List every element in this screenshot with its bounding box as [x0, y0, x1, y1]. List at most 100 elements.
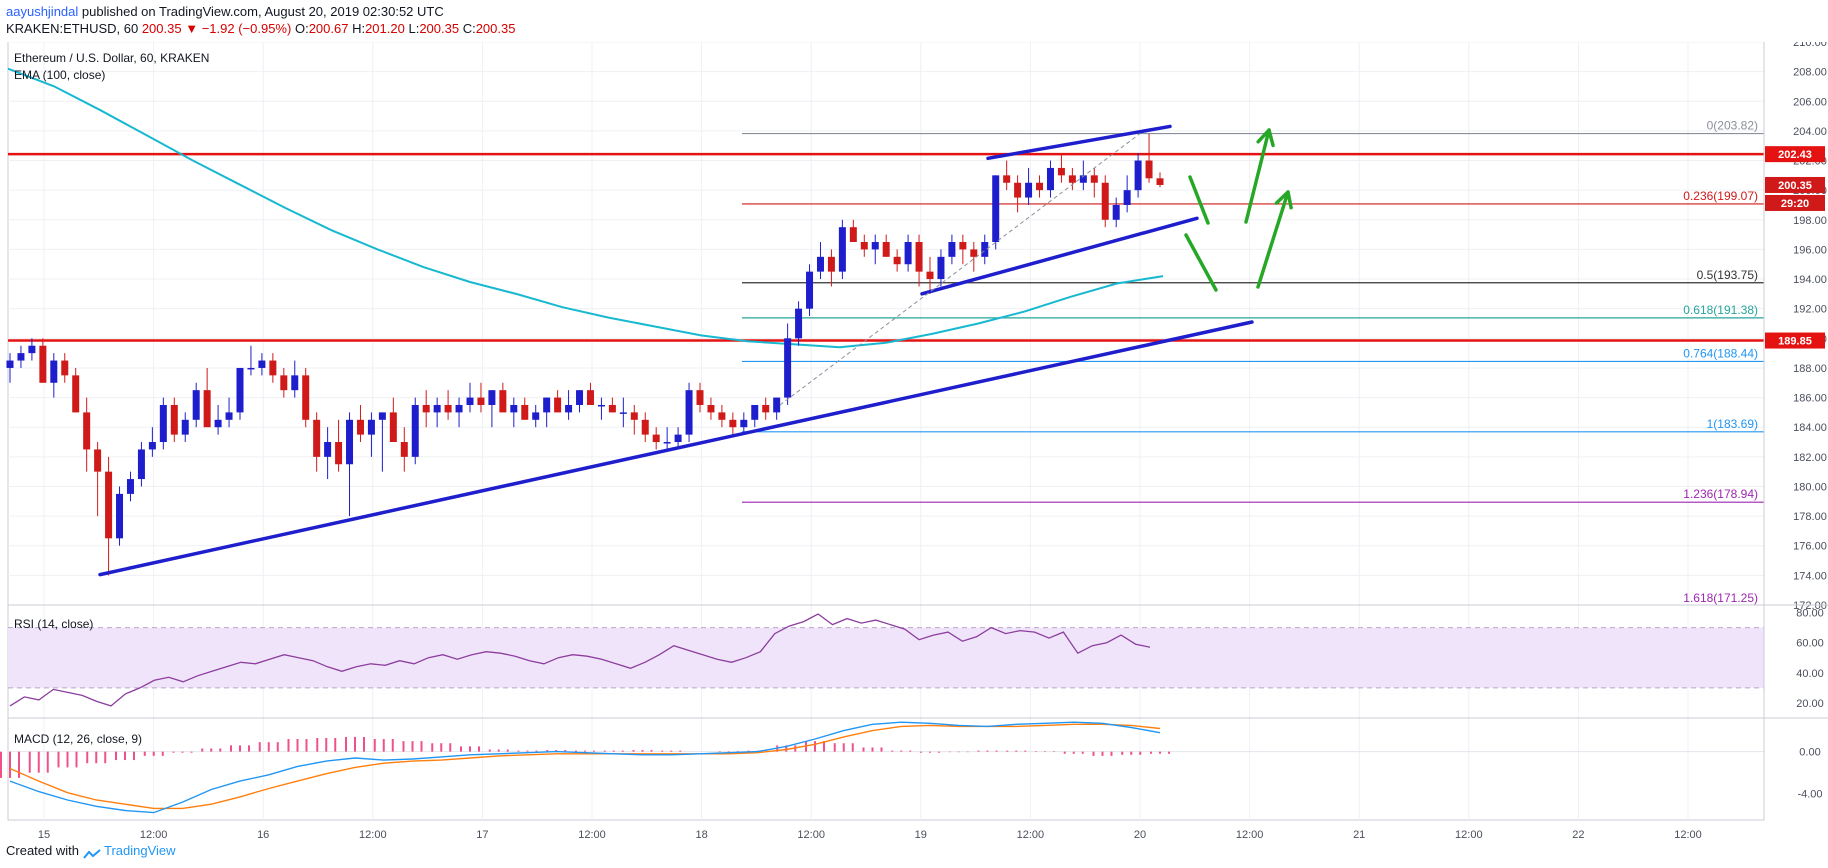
candle-body	[28, 345, 36, 354]
candle-body	[554, 397, 562, 413]
candle-body	[1112, 204, 1120, 220]
price-tick-label: 182.00	[1793, 452, 1827, 464]
price-tick-label: 210.00	[1793, 42, 1827, 49]
candle-body	[795, 308, 803, 339]
candle-body	[1134, 160, 1142, 191]
time-tick-label: 15	[38, 829, 50, 841]
time-tick-label: 12:00	[1017, 829, 1045, 841]
candle-body	[1090, 175, 1098, 183]
time-tick-label: 18	[695, 829, 707, 841]
time-tick-label: 20	[1134, 829, 1146, 841]
fib-level-label: 1.618(171.25)	[1683, 591, 1758, 605]
candle-body	[455, 404, 463, 413]
candle-body	[521, 404, 529, 420]
candle-body	[466, 397, 474, 405]
rsi-tick-label: 20.00	[1796, 698, 1824, 710]
fib-level-label: 1.236(178.94)	[1683, 487, 1758, 501]
candle-body	[137, 449, 145, 480]
candle-body	[1123, 190, 1131, 205]
chart-canvas[interactable]: 15 12:00 16 12:00 17 12:00 18 12:00 19 12:00 20 12:…	[0, 42, 1828, 842]
candle-body	[280, 375, 288, 391]
fib-level-label: 0(203.82)	[1707, 119, 1758, 133]
candle-body	[159, 404, 167, 443]
candle-body	[389, 412, 397, 443]
tradingview-logo-icon	[82, 847, 101, 859]
candle-body	[992, 175, 1000, 243]
candle-body	[740, 419, 748, 428]
candle-body	[1079, 175, 1087, 183]
candle-body	[477, 397, 485, 405]
candle-body	[1057, 167, 1065, 176]
candle-body	[619, 412, 627, 414]
time-tick-label: 12:00	[1674, 829, 1702, 841]
price-badge	[1765, 146, 1825, 163]
candle-body	[543, 397, 551, 413]
trend-line	[920, 216, 1199, 296]
price-tick-label: 180.00	[1793, 481, 1827, 493]
footer-created: Created with	[6, 843, 79, 858]
price-badge-label: 200.35	[1778, 180, 1812, 192]
candle-body	[116, 493, 124, 539]
author-link[interactable]: aayushjindal	[6, 4, 79, 19]
candle-body	[367, 419, 375, 435]
candle-body	[422, 404, 430, 413]
price-tick-label: 174.00	[1793, 570, 1827, 582]
candle-body	[849, 227, 857, 243]
candle-body	[6, 360, 14, 368]
candle-body	[565, 404, 573, 413]
fib-anchor-line	[779, 133, 1141, 406]
low-label: L:	[408, 21, 420, 36]
candle-body	[630, 412, 638, 420]
legend-macd: MACD (12, 26, close, 9)	[14, 732, 142, 746]
price-tick-label: 176.00	[1793, 541, 1827, 553]
candle-body	[1156, 178, 1164, 185]
time-tick-label: 21	[1353, 829, 1365, 841]
high-label: H:	[352, 21, 366, 36]
candle-body	[1014, 182, 1022, 198]
price-tick-label: 196.00	[1793, 244, 1827, 256]
candle-body	[707, 404, 715, 413]
candle-body	[247, 367, 255, 370]
scenario-arrow	[1244, 128, 1271, 224]
candle-body	[532, 412, 540, 420]
candle-body	[83, 412, 91, 450]
rsi-tick-label: 80.00	[1796, 608, 1824, 620]
candle-body	[510, 404, 518, 413]
scenario-arrow	[1184, 233, 1218, 292]
candle-body	[893, 256, 901, 265]
candle-body	[72, 375, 80, 413]
candle-body	[269, 360, 277, 376]
candle-body	[597, 404, 605, 407]
fib-level-label: 0.618(191.38)	[1683, 303, 1758, 317]
candle-body	[148, 442, 156, 450]
time-tick-label: 12:00	[578, 829, 606, 841]
candle-body	[170, 404, 178, 435]
candle-body	[641, 419, 649, 435]
close-label: C:	[462, 21, 476, 36]
price-badge	[1765, 176, 1825, 193]
footer-brand[interactable]: TradingView	[104, 843, 176, 858]
candle-body	[773, 397, 781, 413]
candle-body	[1025, 182, 1033, 198]
candle-body	[784, 338, 792, 398]
candle-body	[499, 390, 507, 413]
candle-body	[882, 242, 890, 257]
candle-body	[838, 227, 846, 272]
symbol-label: KRAKEN:ETHUSD, 60	[6, 21, 139, 36]
candle-body	[356, 419, 364, 435]
price-badge	[1765, 194, 1825, 211]
candle-body	[105, 471, 113, 539]
macd-tick-label: -4.00	[1797, 789, 1822, 801]
ema-100-line	[7, 67, 1164, 349]
candle-body	[816, 256, 824, 272]
last-price: 200.35	[141, 21, 182, 36]
rsi-band	[8, 627, 1764, 688]
fib-level-label: 0.236(199.07)	[1683, 189, 1758, 203]
candle-body	[1068, 175, 1076, 183]
candle-body	[959, 242, 967, 250]
price-badge	[1765, 332, 1825, 349]
candle-body	[291, 375, 299, 391]
macd-line	[9, 721, 1161, 814]
high-value: 201.20	[365, 21, 405, 36]
candle-body	[696, 390, 704, 405]
